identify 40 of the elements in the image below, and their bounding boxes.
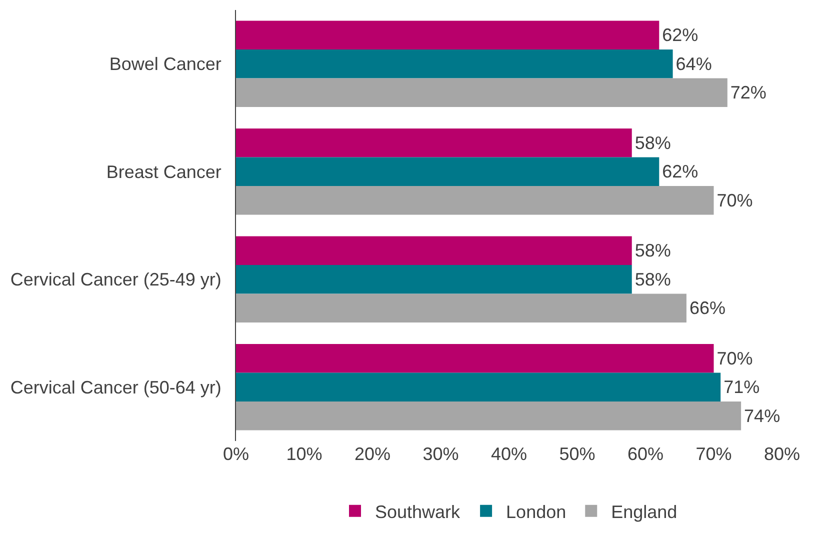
y-tick-label: Bowel Cancer — [109, 54, 232, 74]
y-tick-label: Breast Cancer — [106, 162, 232, 182]
data-label: 64% — [676, 54, 712, 74]
x-tick-label: 20% — [354, 444, 391, 464]
bar — [236, 401, 742, 430]
bar — [236, 236, 632, 266]
data-label: 58% — [634, 269, 671, 290]
x-tick-label: 50% — [559, 444, 596, 464]
x-tick-label: 70% — [696, 444, 732, 464]
data-label: 62% — [662, 162, 698, 182]
bar — [236, 20, 660, 50]
bar — [236, 372, 721, 402]
x-tick-label: 0% — [222, 444, 250, 464]
data-label: 70% — [716, 190, 753, 210]
data-label: 74% — [744, 406, 780, 426]
bar — [236, 265, 632, 294]
bar — [236, 294, 686, 322]
x-tick-label: 30% — [422, 444, 459, 464]
data-label: 62% — [662, 25, 698, 46]
bar — [236, 128, 632, 158]
data-label: 70% — [716, 348, 753, 368]
y-tick-label: Cervical Cancer (25-49 yr) — [10, 270, 232, 290]
data-label: 66% — [689, 298, 726, 318]
legend-label: Southwark — [375, 502, 462, 522]
data-label: 72% — [730, 82, 766, 103]
bar — [236, 157, 660, 186]
data-label: 71% — [724, 377, 760, 398]
data-label: 58% — [634, 132, 671, 153]
x-tick-label: 40% — [490, 444, 528, 464]
x-tick-label: 10% — [286, 444, 322, 464]
bar — [236, 344, 714, 373]
x-tick-label: 60% — [627, 444, 664, 464]
data-label: 58% — [634, 240, 671, 261]
y-tick-label: Cervical Cancer (50-64 yr) — [10, 377, 232, 398]
x-tick-label: 80% — [764, 444, 800, 464]
bar — [236, 186, 714, 215]
bar — [236, 78, 728, 107]
legend-label: London — [506, 502, 566, 522]
bar — [236, 50, 673, 78]
legend-label: England — [611, 502, 678, 522]
